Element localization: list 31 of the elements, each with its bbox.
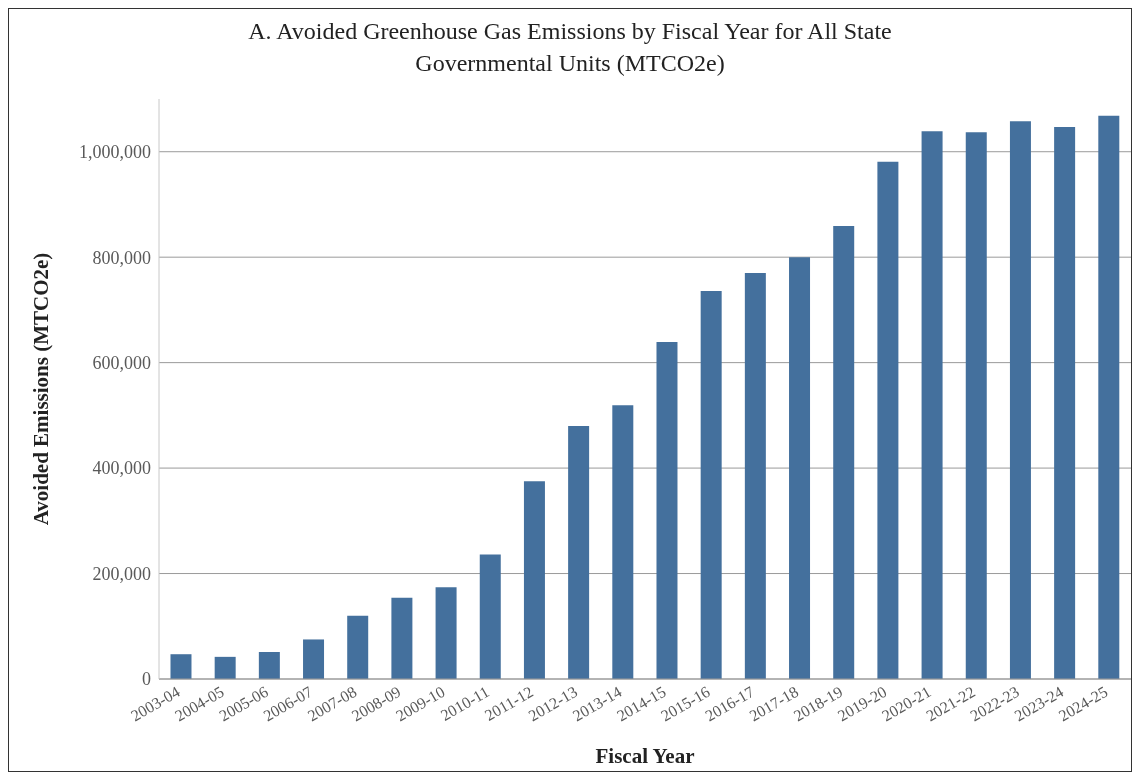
bar bbox=[965, 132, 987, 679]
bar bbox=[656, 342, 678, 679]
y-tick-label: 600,000 bbox=[92, 353, 151, 374]
bar bbox=[612, 405, 634, 679]
bar bbox=[303, 639, 325, 679]
y-tick-label: 200,000 bbox=[92, 563, 151, 584]
chart-title: A. Avoided Greenhouse Gas Emissions by Fiscal Year for All State Governmental Units (MTCO2e) bbox=[247, 17, 893, 78]
x-axis-title: Fiscal Year bbox=[594, 744, 696, 769]
bar bbox=[523, 481, 545, 679]
bar bbox=[258, 652, 280, 679]
bar bbox=[170, 654, 192, 679]
bar bbox=[744, 273, 766, 679]
bar bbox=[214, 656, 236, 679]
bar bbox=[435, 587, 457, 679]
bar bbox=[568, 425, 590, 679]
y-tick-label: 0 bbox=[142, 669, 151, 690]
bar bbox=[391, 597, 413, 679]
bar bbox=[833, 226, 855, 679]
y-tick-label: 1,000,000 bbox=[79, 142, 151, 163]
bar bbox=[1098, 115, 1120, 679]
bar bbox=[789, 257, 811, 679]
bar bbox=[877, 161, 899, 679]
bar bbox=[347, 615, 369, 679]
bar bbox=[921, 131, 943, 679]
y-tick-label: 800,000 bbox=[92, 247, 151, 268]
bar bbox=[700, 290, 722, 679]
bar bbox=[1054, 126, 1076, 679]
y-axis-title: Avoided Emissions (MTCO2e) bbox=[28, 252, 54, 526]
bar bbox=[1009, 121, 1031, 679]
bar bbox=[479, 554, 501, 679]
y-tick-label: 400,000 bbox=[92, 458, 151, 479]
